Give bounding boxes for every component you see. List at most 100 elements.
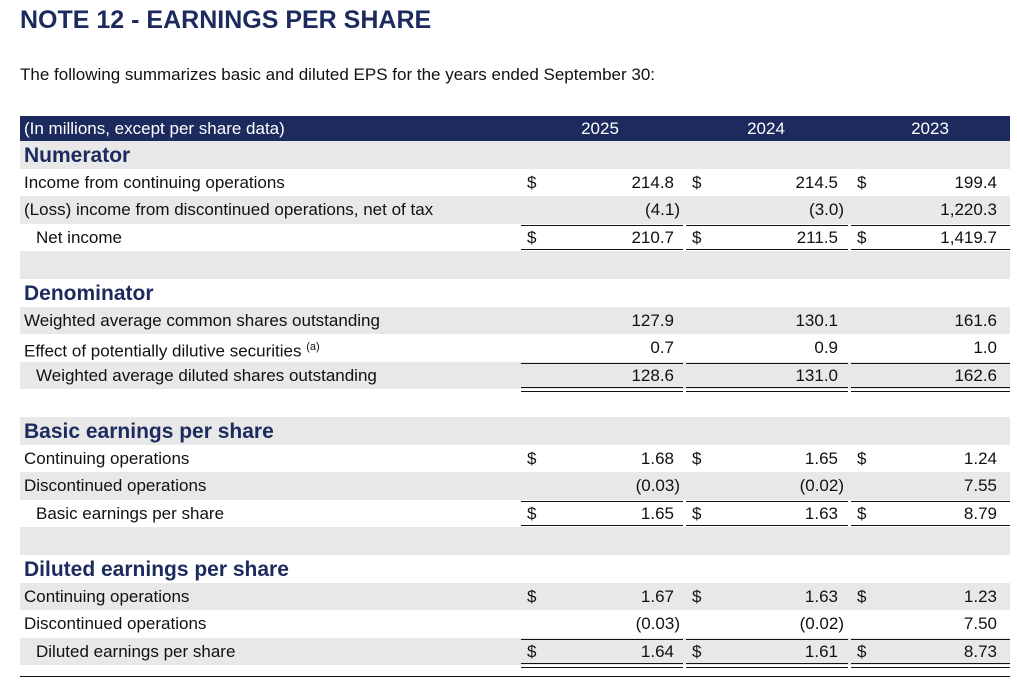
cell-value: 1.65	[804, 448, 838, 468]
label-text: Discontinued operations	[24, 614, 207, 634]
row-label: Diluted earnings per share	[36, 638, 235, 666]
cell-value: 162.6	[954, 365, 997, 385]
cell-value: (0.03)	[635, 614, 680, 634]
subtotal-rule	[521, 638, 683, 640]
footnote-ref: (a)	[306, 341, 320, 354]
cell-value: 131.0	[795, 365, 838, 385]
cell-value: 127.9	[631, 310, 674, 330]
subtotal-rule	[521, 362, 683, 364]
total-double-rule	[686, 387, 848, 389]
row-band	[20, 306, 1010, 335]
cell-value: 1,220.3	[940, 200, 997, 220]
row-label: Basic earnings per share	[36, 500, 224, 528]
note-title: NOTE 12 - EARNINGS PER SHARE	[20, 6, 432, 34]
label-text: (Loss) income from discontinued operatio…	[24, 200, 434, 220]
total-double-rule	[521, 249, 683, 251]
total-double-rule	[521, 525, 683, 527]
currency-symbol: $	[527, 227, 537, 247]
cell-value: (0.02)	[799, 614, 844, 634]
row-label: Effect of potentially dilutive securitie…	[24, 334, 320, 365]
cell-value: (4.1)	[645, 200, 680, 220]
currency-symbol: $	[692, 503, 702, 523]
row-label: Continuing operations	[24, 583, 189, 611]
subtotal-rule	[686, 500, 848, 502]
table-header-bar	[20, 116, 1010, 141]
cell-value: 211.5	[796, 227, 838, 247]
row-label: Continuing operations	[24, 445, 189, 473]
total-double-rule	[851, 663, 1010, 665]
label-text: Net income	[36, 227, 122, 247]
subtotal-rule	[686, 638, 848, 640]
cell-value: 214.8	[631, 172, 674, 192]
currency-symbol: $	[527, 641, 537, 661]
row-label: (Loss) income from discontinued operatio…	[24, 196, 433, 224]
cell-value: 1,419.7	[940, 227, 997, 247]
total-double-rule	[851, 387, 1010, 389]
total-double-rule	[686, 525, 848, 527]
subtotal-rule	[686, 362, 848, 364]
total-double-rule	[851, 666, 1010, 668]
label-text: Discontinued operations	[24, 476, 207, 496]
label-text: Basic earnings per share	[36, 503, 225, 523]
currency-symbol: $	[527, 503, 537, 523]
cell-value: 7.50	[963, 614, 997, 634]
currency-symbol: $	[692, 448, 702, 468]
subtotal-rule	[686, 224, 848, 226]
cell-value: 1.23	[963, 586, 997, 606]
total-double-rule	[521, 666, 683, 668]
table-bottom-rule	[20, 676, 1010, 677]
subtotal-rule	[851, 224, 1010, 226]
currency-symbol: $	[527, 172, 537, 192]
currency-symbol: $	[692, 586, 702, 606]
cell-value: 161.6	[954, 310, 997, 330]
subtotal-rule	[521, 500, 683, 502]
row-label: Net income	[36, 224, 122, 252]
row-band	[20, 196, 1010, 224]
subtotal-rule	[521, 224, 683, 226]
cell-value: 8.73	[963, 641, 997, 661]
total-double-rule	[521, 663, 683, 665]
total-double-rule	[521, 390, 683, 392]
total-double-rule	[851, 390, 1010, 392]
label-text: Effect of potentially dilutive securitie…	[24, 341, 302, 361]
section-title: Numerator	[24, 144, 131, 167]
label-text: Continuing operations	[24, 448, 190, 468]
currency-symbol: $	[692, 641, 702, 661]
row-label: Weighted average common shares outstandi…	[24, 307, 380, 335]
subtotal-rule	[851, 362, 1010, 364]
currency-symbol: $	[527, 448, 537, 468]
column-header: (In millions, except per share data)	[24, 119, 285, 138]
row-label: Discontinued operations	[24, 472, 206, 500]
cell-value: 1.63	[804, 503, 838, 523]
row-band	[20, 251, 1010, 279]
row-band	[20, 527, 1010, 555]
cell-value: 130.1	[795, 310, 838, 330]
total-double-rule	[686, 663, 848, 665]
row-band	[20, 361, 1010, 390]
cell-value: 7.55	[963, 476, 997, 496]
label-text: Continuing operations	[24, 586, 190, 606]
currency-symbol: $	[692, 172, 702, 192]
row-band	[20, 637, 1010, 666]
cell-value: 1.67	[640, 586, 674, 606]
currency-symbol: $	[857, 586, 867, 606]
cell-value: 0.7	[650, 338, 674, 358]
column-header: 2025	[581, 119, 619, 138]
cell-value: 1.0	[973, 338, 997, 358]
currency-symbol: $	[857, 641, 867, 661]
cell-value: 1.63	[804, 586, 838, 606]
subtotal-rule	[851, 500, 1010, 502]
total-double-rule	[686, 666, 848, 668]
subtotal-rule	[851, 638, 1010, 640]
column-header: 2023	[911, 119, 949, 138]
label-text: Income from continuing operations	[24, 172, 285, 192]
cell-value: (0.03)	[635, 476, 680, 496]
section-title: Diluted earnings per share	[24, 558, 289, 581]
cell-value: 1.24	[963, 448, 997, 468]
row-label: Weighted average diluted shares outstand…	[36, 362, 377, 390]
total-double-rule	[851, 249, 1010, 251]
label-text: Weighted average common shares outstandi…	[24, 310, 380, 330]
row-label: Income from continuing operations	[24, 169, 285, 197]
intro-text: The following summarizes basic and dilut…	[20, 65, 656, 84]
